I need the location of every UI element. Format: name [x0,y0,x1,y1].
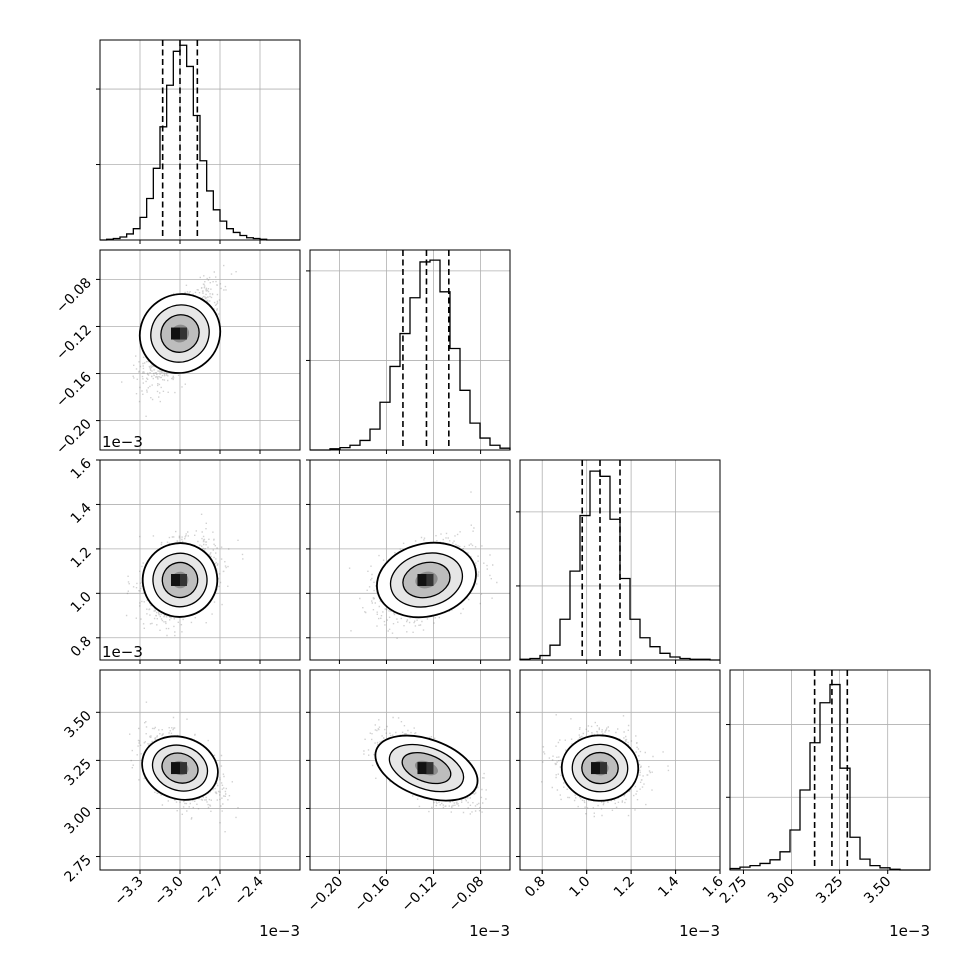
scatter-axes-frame-2-1 [309,459,511,661]
density-peak-cell [426,762,434,775]
y-tick-label: 1.4 [68,500,95,527]
density-peak-cell [180,574,187,586]
histogram-axes-frame [729,669,931,871]
scatter-axes-frame-2-0 [99,459,301,661]
density-peak-cell [600,762,607,775]
grid-lines [100,250,300,450]
scatter-axes-frame-3-1 [309,669,511,871]
scatter-panel-2-1 [348,491,498,639]
density-peak-cell [171,327,180,340]
x-tick-label: 2.75 [717,874,750,907]
density-peak-cell [180,762,187,775]
y-tick-label: −0.12 [53,322,95,364]
histogram-axes-frame [309,249,511,451]
x-tick-label: −0.16 [352,873,394,915]
x-offset-label: 1e−3 [679,922,720,940]
x-tick-label: −0.08 [446,874,488,916]
x-tick-label: 1.2 [611,874,638,901]
density-peak-cell [180,327,187,340]
scatter-panel-3-2 [541,714,670,818]
histogram-step [519,470,720,661]
grid-lines [310,250,510,450]
density-peak-cell [417,574,427,586]
x-tick-label: 3.00 [765,874,798,907]
x-offset-label: 1e−3 [889,922,930,940]
y-tick-label: −0.08 [53,275,95,317]
x-tick-label: 3.50 [861,874,894,907]
x-tick-label: −0.20 [305,874,347,916]
scatter-panel-1-0 [121,264,237,417]
scatter-panel-2-0 [125,513,244,637]
x-tick-label: −2.4 [231,873,266,908]
x-tick-label: 1.4 [655,873,682,900]
x-tick-label: 0.8 [522,874,549,901]
x-tick-label: 1.0 [566,874,593,901]
y-tick-label: 1.6 [68,455,95,482]
density-peak-cell [417,762,427,775]
histogram-axes-frame [99,39,301,241]
histogram-step [100,44,300,241]
density-peak-cell [426,574,434,586]
y-tick-label: 2.75 [61,852,94,885]
histogram-axes-frame [519,459,721,661]
x-tick-label: −3.0 [151,874,186,909]
x-tick-label: −3.3 [111,874,146,909]
scatter-axes-frame-3-2 [519,669,721,871]
scatter-axes-frame-3-0 [99,669,301,871]
y-tick-label: 1.2 [68,544,95,571]
x-tick-label: 3.25 [813,874,846,907]
histogram-step [310,259,511,451]
density-peak-cell [171,762,180,775]
y-tick-label: 3.00 [61,804,94,837]
x-tick-label: −2.7 [191,874,226,909]
scatter-axes-frame-1-0 [99,249,301,451]
y-tick-label: 3.50 [61,708,94,741]
histogram-step [729,683,930,871]
density-peak-cell [591,762,600,775]
grid-lines [730,670,930,870]
y-tick-label: 0.8 [68,633,95,660]
y-tick-label: −0.16 [53,369,95,411]
y-offset-label: 1e−3 [102,643,143,661]
y-tick-label: 3.25 [61,756,94,789]
y-tick-label: −0.20 [53,416,95,458]
density-peak-cell [171,574,180,586]
scatter-panel-3-1 [363,716,487,815]
x-offset-label: 1e−3 [259,922,300,940]
y-tick-label: 1.0 [68,589,95,616]
x-offset-label: 1e−3 [469,922,510,940]
x-tick-label: −0.12 [399,874,441,916]
y-offset-label: 1e−3 [102,433,143,451]
scatter-panel-3-0 [129,701,239,833]
